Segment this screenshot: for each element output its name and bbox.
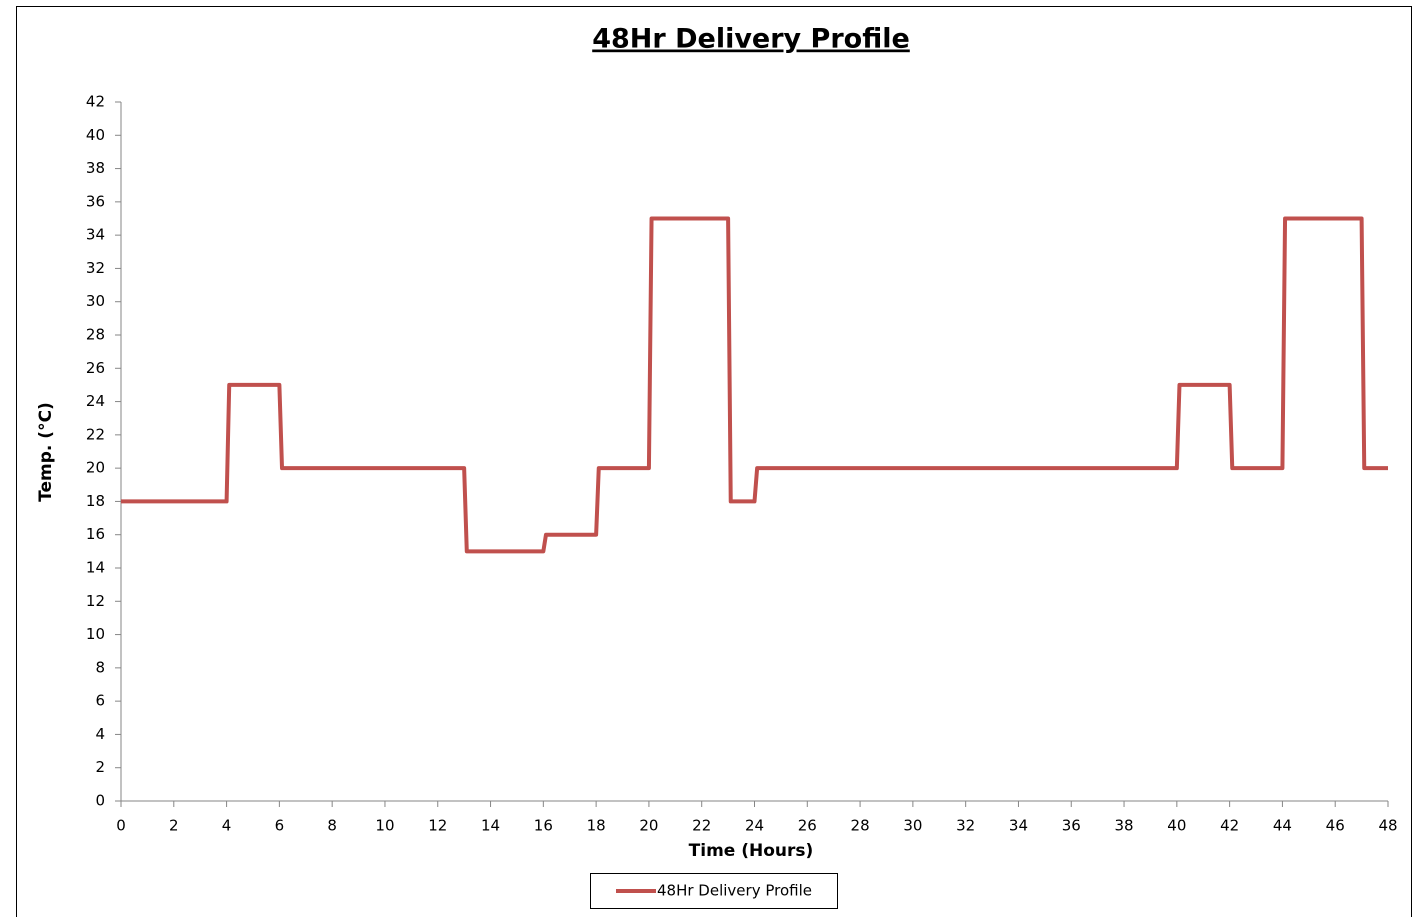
y-tick-label: 38 [86, 159, 105, 177]
x-tick-label: 8 [327, 817, 337, 835]
legend-label: 48Hr Delivery Profile [657, 882, 812, 900]
x-tick-label: 14 [481, 817, 500, 835]
x-tick-label: 34 [1009, 817, 1028, 835]
x-tick-label: 12 [428, 817, 447, 835]
data-line [121, 216, 1388, 554]
x-tick-label: 0 [116, 817, 126, 835]
x-tick-label: 46 [1326, 817, 1345, 835]
x-tick-label: 28 [851, 817, 870, 835]
y-tick-label: 6 [95, 692, 105, 710]
y-tick-label: 20 [86, 459, 105, 477]
x-tick-label: 10 [375, 817, 394, 835]
y-tick-label: 24 [86, 392, 105, 410]
y-tick-label: 28 [86, 326, 105, 344]
y-tick-label: 32 [86, 259, 105, 277]
y-tick-label: 18 [86, 492, 105, 510]
x-tick-label: 2 [169, 817, 179, 835]
y-tick-label: 16 [86, 525, 105, 543]
x-tick-label: 44 [1273, 817, 1292, 835]
y-tick-label: 8 [95, 658, 105, 676]
x-tick-label: 30 [903, 817, 922, 835]
x-tick-label: 42 [1220, 817, 1239, 835]
chart-title: 48Hr Delivery Profile [592, 24, 910, 55]
x-tick-label: 16 [534, 817, 553, 835]
y-tick-label: 2 [95, 758, 105, 776]
y-tick-label: 10 [86, 625, 105, 643]
y-tick-label: 34 [86, 226, 105, 244]
x-tick-label: 48 [1378, 817, 1397, 835]
y-tick-label: 42 [86, 93, 105, 111]
y-axis-title: Temp. (°C) [36, 402, 56, 502]
x-tick-label: 36 [1062, 817, 1081, 835]
x-tick-label: 38 [1114, 817, 1133, 835]
x-tick-label: 6 [275, 817, 285, 835]
y-tick-label: 4 [95, 725, 105, 743]
y-tick-label: 0 [95, 792, 105, 810]
x-tick-label: 20 [639, 817, 658, 835]
x-tick-label: 18 [587, 817, 606, 835]
y-tick-label: 12 [86, 592, 105, 610]
x-tick-label: 4 [222, 817, 232, 835]
y-tick-label: 40 [86, 126, 105, 144]
x-tick-label: 32 [956, 817, 975, 835]
x-tick-label: 24 [745, 817, 764, 835]
y-tick-label: 26 [86, 359, 105, 377]
y-tick-label: 30 [86, 292, 105, 310]
x-axis-title: Time (Hours) [689, 841, 814, 861]
y-tick-label: 36 [86, 192, 105, 210]
y-tick-label: 22 [86, 425, 105, 443]
x-tick-label: 22 [692, 817, 711, 835]
x-tick-label: 26 [798, 817, 817, 835]
x-tick-label: 40 [1167, 817, 1186, 835]
y-tick-label: 14 [86, 559, 105, 577]
